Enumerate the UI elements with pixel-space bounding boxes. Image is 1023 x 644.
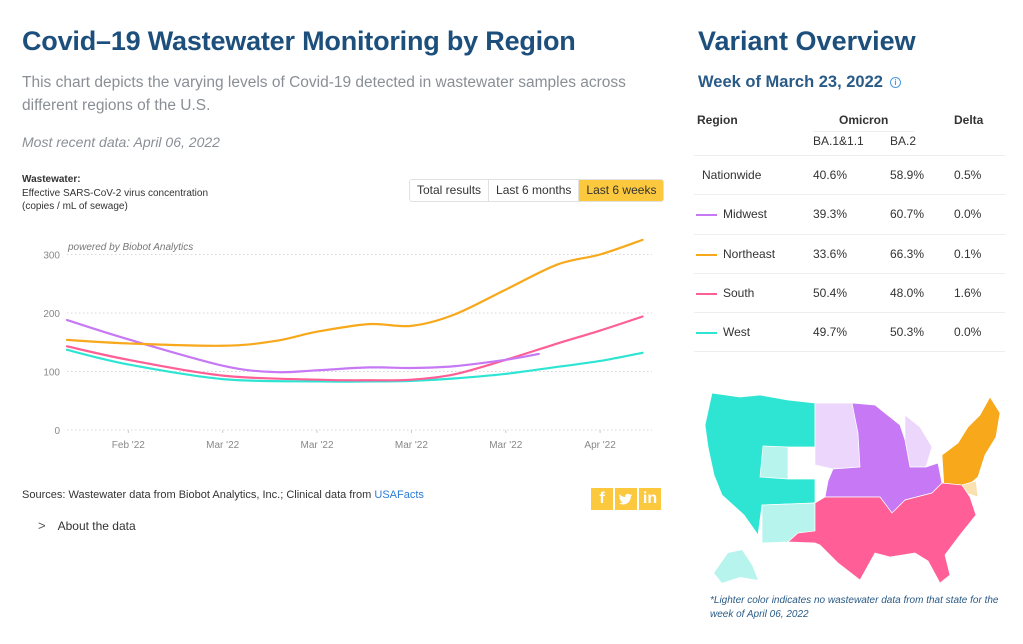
x-tick-label: Mar '22	[489, 440, 522, 451]
series-lines	[65, 238, 644, 383]
legend-swatch	[696, 292, 717, 295]
sources-text: Wastewater data from Biobot Analytics, I…	[65, 489, 375, 501]
page-title: Covid–19 Wastewater Monitoring by Region	[22, 26, 576, 56]
chevron-right-icon: >	[38, 518, 46, 533]
y-tick-label: 300	[43, 251, 60, 262]
map-northeast-region[interactable]	[941, 396, 1000, 488]
cell-ba1: 39.3%	[813, 207, 848, 222]
cell-region: Northeast	[723, 246, 776, 261]
series-line-west[interactable]	[65, 348, 644, 383]
variant-row-south: South 50.4% 48.0% 1.6%	[694, 274, 1005, 314]
variant-overview-panel: Variant Overview Week of March 23, 2022 …	[680, 0, 1023, 644]
info-icon[interactable]: i	[889, 77, 901, 88]
variant-table-body: Nationwide 40.6% 58.9% 0.5% Midwest 39.3% 60.7…	[694, 156, 1005, 353]
facebook-icon[interactable]: f	[591, 488, 613, 510]
y-tick-label: 100	[43, 368, 60, 379]
variant-row-nationwide: Nationwide 40.6% 58.9% 0.5%	[694, 156, 1005, 196]
cell-ba2: 66.3%	[890, 246, 925, 261]
cell-region: Midwest	[723, 207, 768, 222]
social-share-bar: f in	[591, 488, 661, 510]
map-midwest-nodata-michigan[interactable]	[904, 414, 933, 468]
linkedin-icon[interactable]: in	[639, 488, 661, 510]
map-west-nodata-alaska[interactable]	[714, 550, 758, 583]
legend-swatch	[696, 253, 717, 256]
cell-ba2: 50.3%	[890, 325, 925, 340]
map-midwest-nodata[interactable]	[814, 402, 861, 470]
col-ba1: BA.1&1.1	[813, 134, 864, 148]
cell-ba2: 58.9%	[890, 168, 925, 182]
y-axis-subtitle-2: (copies / mL of sewage)	[22, 201, 128, 212]
col-region: Region	[697, 113, 738, 127]
x-tick-label: Feb '22	[112, 440, 145, 451]
range-last-6-months-button[interactable]: Last 6 months	[489, 180, 580, 201]
about-the-data-toggle[interactable]: > About the data	[38, 518, 136, 533]
cell-ba1: 33.6%	[813, 246, 848, 261]
wastewater-line-chart: 0 100 200 300 Feb '22 Mar '22 Mar '22 Mar '22 M…	[43, 238, 652, 451]
cell-ba1: 40.6%	[813, 168, 848, 182]
variant-row-northeast: Northeast 33.6% 66.3% 0.1%	[694, 235, 1005, 274]
twitter-icon[interactable]	[615, 488, 637, 510]
cell-ba1: 50.4%	[813, 285, 848, 300]
most-recent-date: Most recent data: April 06, 2022	[22, 134, 220, 150]
x-tick-label: Mar '22	[395, 440, 428, 451]
y-tick-label: 0	[54, 426, 60, 437]
cell-region: South	[723, 285, 755, 300]
variant-row-west: West 49.7% 50.3% 0.0%	[694, 313, 1005, 353]
y-axis-subtitle-1: Effective SARS-CoV-2 virus concentration	[22, 187, 209, 199]
time-range-toggle: Total results Last 6 months Last 6 weeks	[409, 179, 665, 202]
variant-title: Variant Overview	[698, 26, 916, 56]
omicron-divider	[813, 131, 914, 132]
cell-delta: 0.5%	[954, 168, 982, 182]
legend-swatch	[696, 332, 717, 335]
series-line-midwest[interactable]	[65, 318, 540, 374]
y-axis-description: Wastewater: Effective SARS-CoV-2 virus c…	[22, 173, 208, 214]
x-tick-label: Mar '22	[206, 440, 239, 451]
usafacts-link[interactable]: USAFacts	[374, 489, 424, 501]
powered-by-annotation: powered by Biobot Analytics	[67, 242, 193, 253]
sources-label: Sources:	[22, 489, 66, 501]
cell-delta: 1.6%	[954, 285, 982, 300]
us-region-map	[704, 392, 1000, 584]
range-total-results-button[interactable]: Total results	[410, 180, 490, 201]
variant-table-header: Region Omicron BA.1&1.1 BA.2 Delta	[694, 110, 1005, 156]
cell-ba2: 48.0%	[890, 285, 925, 300]
variant-row-midwest: Midwest 39.3% 60.7% 0.0%	[694, 195, 1005, 235]
cell-region: Nationwide	[702, 168, 762, 182]
map-footnote: *Lighter color indicates no wastewater d…	[710, 595, 999, 620]
map-west-nodata-wyoming[interactable]	[759, 445, 789, 480]
chart-description: This chart depicts the varying levels of…	[22, 74, 626, 114]
legend-swatch	[696, 214, 717, 217]
cell-ba2: 60.7%	[890, 207, 925, 222]
range-last-6-weeks-button[interactable]: Last 6 weeks	[579, 180, 664, 201]
sources-line: Sources: Wastewater data from Biobot Ana…	[22, 489, 424, 501]
variant-week: Week of March 23, 2022 i	[698, 73, 901, 92]
x-tick-label: Mar '22	[301, 440, 334, 451]
map-south-region[interactable]	[787, 482, 977, 584]
cell-delta: 0.0%	[954, 207, 982, 222]
y-axis-title: Wastewater:	[22, 174, 81, 185]
col-omicron: Omicron	[839, 113, 889, 127]
cell-region: West	[723, 325, 751, 340]
y-tick-label: 200	[43, 309, 60, 320]
cell-ba1: 49.7%	[813, 325, 848, 340]
col-delta: Delta	[954, 113, 984, 127]
x-tick-label: Apr '22	[584, 440, 616, 451]
x-axis-ticks: Feb '22 Mar '22 Mar '22 Mar '22 Mar '22 Apr '…	[112, 430, 616, 451]
wastewater-panel: Covid–19 Wastewater Monitoring by Region…	[22, 26, 665, 533]
cell-delta: 0.1%	[954, 246, 982, 261]
series-line-south[interactable]	[65, 315, 644, 382]
variant-week-label: Week of March 23, 2022	[698, 73, 883, 91]
col-ba2: BA.2	[890, 134, 917, 148]
series-line-northeast[interactable]	[65, 238, 644, 347]
about-the-data-label: About the data	[57, 518, 136, 533]
map-west-region[interactable]	[704, 392, 816, 536]
variant-table: Region Omicron BA.1&1.1 BA.2 Delta Natio…	[694, 110, 1005, 353]
cell-delta: 0.0%	[954, 325, 982, 340]
y-axis-ticks: 0 100 200 300	[43, 251, 60, 438]
